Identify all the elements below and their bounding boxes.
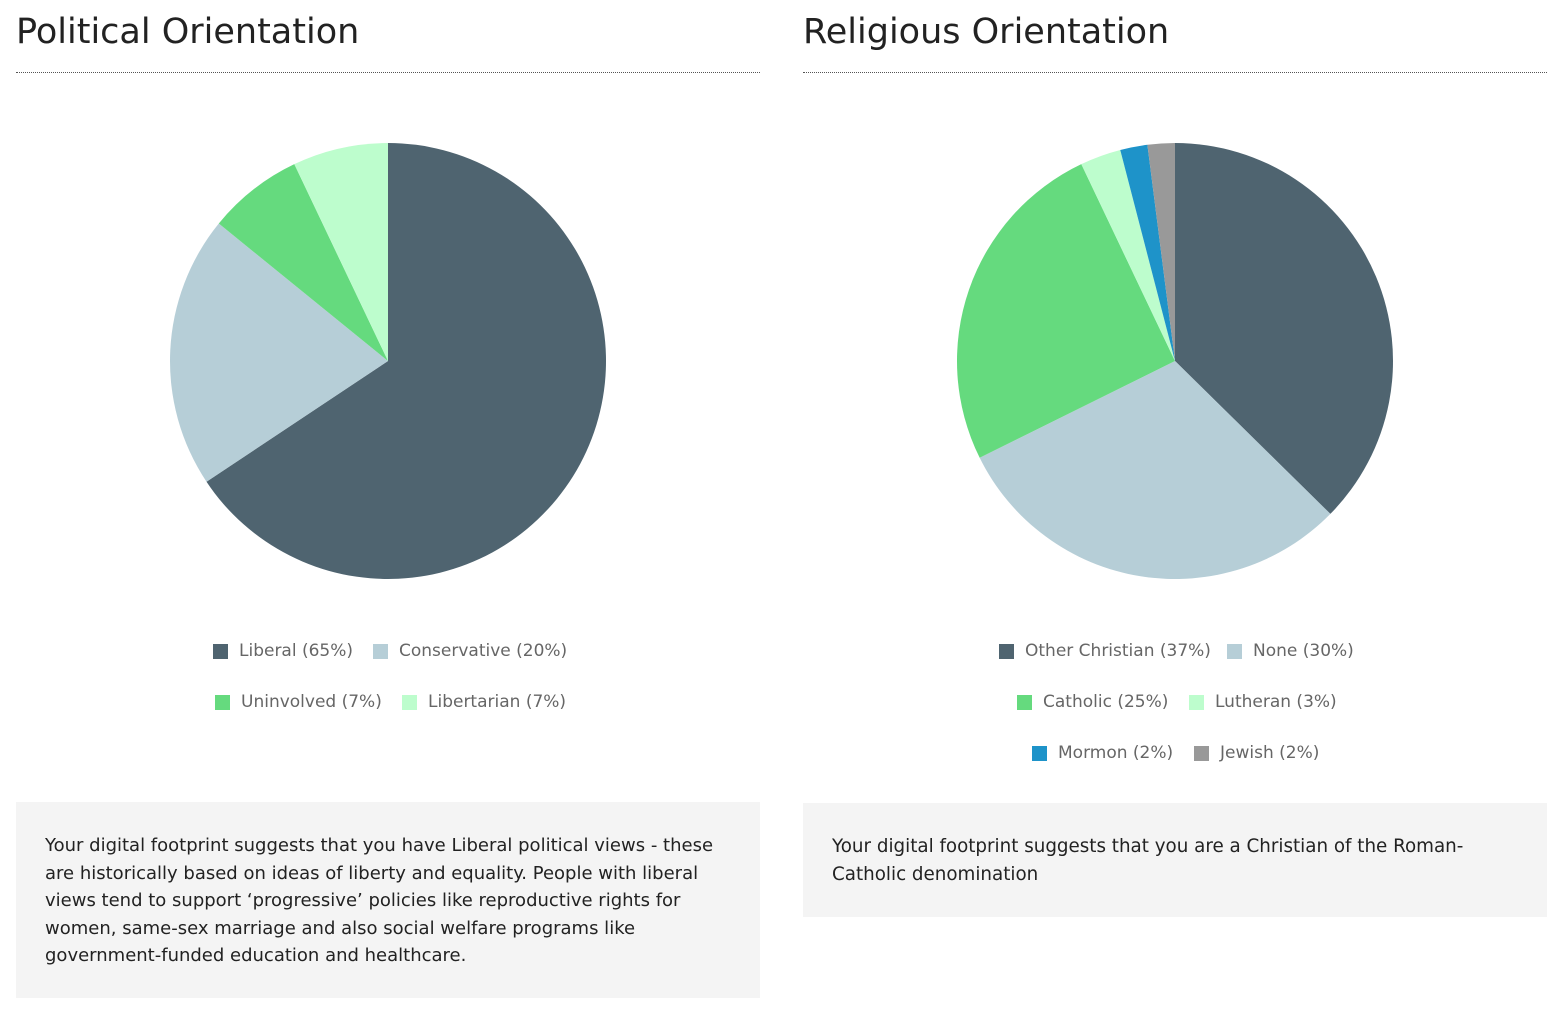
legend-label: Mormon (2%) [1058,743,1174,763]
legend-label: Jewish (2%) [1220,743,1320,763]
legend-label: Other Christian (37%) [1025,641,1211,661]
pie-slice-libertarian [294,143,388,361]
legend-swatch [1017,694,1032,710]
pie-slice-jewish [1147,143,1175,361]
political-summary-box: Your digital footprint suggests that you… [16,802,760,998]
political-summary-text: Your digital footprint suggests that you… [45,835,714,966]
political-orientation-panel: Political Orientation Liberal (65%) Conse… [16,0,760,1012]
legend-item-libertarian: Libertarian (7%) [402,692,566,712]
chart-title: Political Orientation [16,12,360,52]
legend-swatch [1189,694,1204,710]
legend-swatch [1227,643,1242,659]
legend-item-conservative: Conservative (20%) [373,641,567,661]
religious-pie-chart [956,143,1394,580]
legend-item-mormon: Mormon (2%) [1032,743,1173,763]
legend-item-liberal: Liberal (65%) [213,641,353,661]
political-pie-chart [170,143,607,579]
legend-label: Uninvolved (7%) [241,692,382,712]
legend-swatch [1194,745,1209,761]
legend-swatch [213,643,228,659]
legend-swatch [215,694,230,710]
chart-title: Religious Orientation [803,12,1170,52]
pie-slice-mormon [1120,144,1175,361]
legend-swatch [402,694,417,710]
title-divider [803,72,1547,73]
legend-label: Conservative (20%) [399,641,568,661]
pie-slice-other-christian [1175,143,1394,514]
legend-label: None (30%) [1253,641,1354,661]
pie-slice-catholic [956,164,1175,458]
legend-swatch [373,643,388,659]
title-divider [16,72,760,73]
legend-label: Liberal (65%) [239,641,354,661]
legend-item-catholic: Catholic (25%) [1017,692,1168,712]
religious-orientation-panel: Religious Orientation Other Christian (3… [803,0,1547,1012]
legend-item-uninvolved: Uninvolved (7%) [215,692,382,712]
legend-swatch [999,643,1014,659]
legend-item-none: None (30%) [1227,641,1354,661]
legend-item-other-christian: Other Christian (37%) [999,641,1211,661]
pie-slice-lutheran [1081,149,1175,361]
legend-label: Libertarian (7%) [428,692,567,712]
pie-slice-liberal [206,143,607,579]
religious-summary-text: Your digital footprint suggests that you… [832,836,1464,885]
legend-swatch [1032,745,1047,761]
religious-summary-box: Your digital footprint suggests that you… [803,803,1547,917]
pie-slice-conservative [170,223,388,482]
legend-item-jewish: Jewish (2%) [1194,743,1319,763]
legend-label: Lutheran (3%) [1215,692,1337,712]
legend-label: Catholic (25%) [1043,692,1169,712]
pie-slice-uninvolved [218,164,388,361]
legend-item-lutheran: Lutheran (3%) [1189,692,1337,712]
pie-slice-none [979,361,1331,580]
